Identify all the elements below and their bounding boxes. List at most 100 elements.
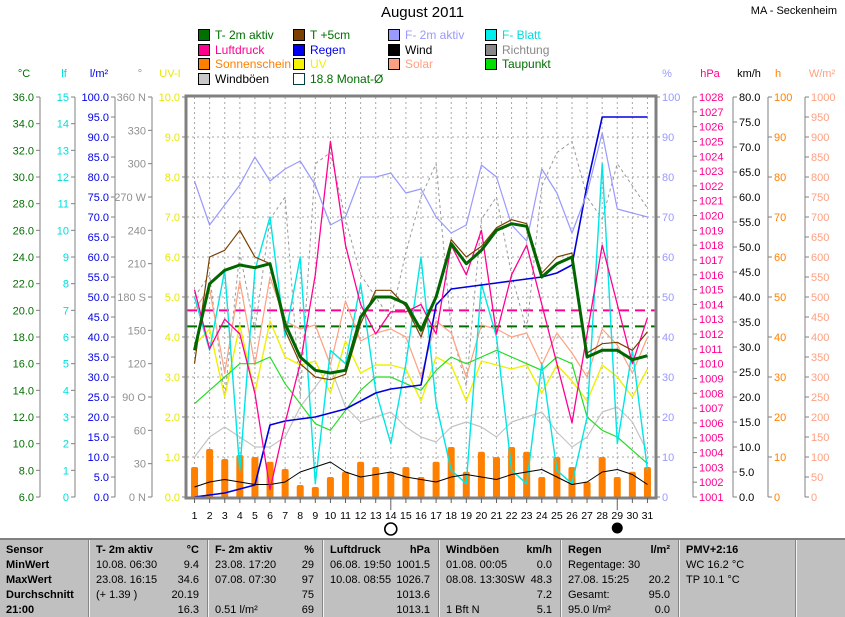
axis-C: °C 36.0 34.0 32.0 30.0 28.0 26.0 24.0 22.0 20.0 18… — [13, 68, 41, 504]
row-label: MaxWert — [6, 574, 52, 586]
cell-value: 1026.7 — [396, 574, 430, 586]
axis-tick-label: 80.0 — [739, 92, 760, 104]
axis-tick-label: 50 — [811, 472, 823, 484]
color-swatch — [388, 58, 400, 70]
cell-text: 01.08. 00:05 — [446, 559, 508, 571]
legend-label: UV — [310, 57, 327, 71]
axis-tick-label: 0 — [774, 492, 780, 504]
color-swatch — [293, 29, 305, 41]
axis-tick-label: 400 — [811, 332, 829, 344]
axis-tick-label: 7.0 — [165, 212, 180, 224]
axis-tick-label: 270 W — [114, 192, 146, 204]
column-divider — [88, 540, 90, 617]
day-label: 5 — [252, 510, 258, 522]
axis-tick-label: 1017 — [699, 255, 723, 267]
axis-tick-label: 1004 — [699, 448, 723, 460]
cell-text: (+ 1.39 ) — [96, 589, 138, 601]
axis-tick-label: 9 — [63, 252, 69, 264]
cell-text: 06.08. 19:50 — [330, 559, 392, 571]
series-solar — [194, 276, 649, 378]
day-label: 22 — [506, 510, 518, 522]
axis-tick-label: 18.0 — [13, 332, 34, 344]
cell-value: 34.6 — [177, 574, 199, 586]
axis-title: h — [775, 68, 781, 80]
cell-text: 23.08. 16:15 — [96, 574, 158, 586]
sunshine-bar — [281, 469, 289, 499]
axis-tick-label: 1003 — [699, 462, 723, 474]
axis-tick-label: 3 — [63, 412, 69, 424]
axis-tick-label: 20 — [662, 412, 674, 424]
axis-tick-label: 6.0 — [165, 252, 180, 264]
axis-tick-label: 2 — [63, 439, 69, 451]
axis-tick-label: 35.0 — [739, 317, 760, 329]
axis-tick-label: 11 — [58, 199, 69, 211]
sunshine-bar — [628, 471, 636, 499]
axis-tick-label: 1 — [63, 465, 69, 477]
day-label: 13 — [370, 510, 382, 522]
axis-tick-label: 1009 — [699, 373, 723, 385]
legend: T- 2m aktiv T +5cm F- 2m aktiv F- Blatt Luft… — [0, 0, 845, 90]
axis-tick-label: 25.0 — [88, 392, 109, 404]
axis-tick-label: 1002 — [699, 477, 723, 489]
axis-tick-label: 34.0 — [13, 119, 34, 131]
day-label: 20 — [476, 510, 488, 522]
day-label: 27 — [581, 510, 593, 522]
legend-label: Taupunkt — [502, 57, 551, 71]
axis-title: °C — [18, 68, 30, 80]
axis-tick-label: 45.0 — [739, 267, 760, 279]
color-swatch — [485, 29, 497, 41]
axis-tick-label: 30 — [662, 372, 674, 384]
axis-tick-label: 40.0 — [88, 332, 109, 344]
color-swatch — [198, 58, 210, 70]
row-label: 21:00 — [6, 604, 35, 616]
axis-tick-label: 65.0 — [88, 232, 109, 244]
day-label: 18 — [445, 510, 457, 522]
day-label: 10 — [325, 510, 337, 522]
axis-title: ° — [138, 68, 142, 80]
sunshine-bar — [206, 449, 214, 499]
axis-tick-label: 60 — [662, 252, 674, 264]
axis-tick-label: 1000 — [811, 92, 835, 104]
axis-tick-label: 12 — [57, 172, 69, 184]
axis-tick-label: 550 — [811, 272, 829, 284]
column-divider — [207, 540, 209, 617]
axis-kmh: km/h 80.0 75.0 70.0 65.0 60.0 55.0 50.0 45.0 40.0… — [732, 68, 761, 504]
cell-value: 48.3 — [530, 574, 552, 586]
axis-tick-label: 5 — [63, 359, 69, 371]
axis-tick-label: 150 — [811, 432, 829, 444]
column-divider — [560, 540, 562, 617]
axis-tick-label: 1028 — [699, 92, 723, 104]
column-divider — [438, 540, 440, 617]
cell-value: 0.0 — [536, 559, 552, 571]
axis-title: % — [662, 68, 672, 80]
axis-tick-label: 50 — [774, 292, 786, 304]
cell-value: 95.0 — [648, 589, 670, 601]
column-unit: km/h — [526, 544, 552, 556]
axis-tick-label: 1027 — [699, 107, 723, 119]
axis-tick-label: 10.0 — [159, 92, 180, 104]
sunshine-bar — [372, 467, 380, 499]
day-label: 2 — [207, 510, 213, 522]
column-header: PMV+2:16 — [686, 544, 739, 556]
cell-value: 1013.6 — [396, 589, 430, 601]
axis-tick-label: 4 — [63, 385, 69, 397]
axis-tick-label: 20.0 — [739, 392, 760, 404]
sunshine-bar — [583, 481, 591, 499]
sunshine-bar — [342, 471, 350, 499]
axis-tick-label: 0 — [811, 492, 817, 504]
axis-tick-label: 8.0 — [19, 465, 34, 477]
axis-tick-label: 30.0 — [739, 342, 760, 354]
axis-tick-label: 80 — [662, 172, 674, 184]
axis-tick-label: 10 — [57, 225, 69, 237]
cell-text: TP 10.1 °C — [686, 574, 740, 586]
series-f2m — [193, 132, 648, 242]
full-moon-icon — [384, 522, 398, 536]
sunshine-bar — [251, 457, 259, 499]
sunshine-bar — [266, 461, 274, 499]
axis-tick-label: 20 — [774, 412, 786, 424]
legend-label: F- Blatt — [502, 28, 541, 42]
day-label: 30 — [627, 510, 639, 522]
axis-tick-label: 180 S — [117, 292, 146, 304]
